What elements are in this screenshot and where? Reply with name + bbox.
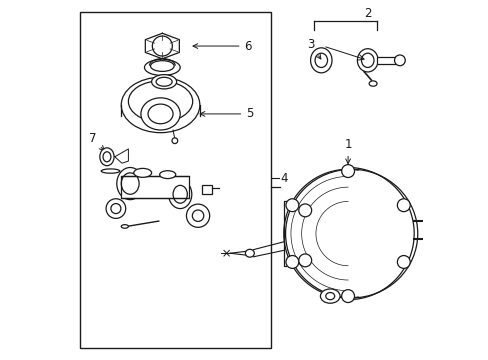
- Circle shape: [397, 199, 409, 212]
- Ellipse shape: [106, 199, 125, 219]
- Ellipse shape: [357, 49, 377, 72]
- Text: 2: 2: [363, 8, 371, 21]
- Ellipse shape: [100, 148, 114, 166]
- Text: 5: 5: [200, 107, 253, 120]
- Text: 7: 7: [89, 132, 104, 150]
- Ellipse shape: [150, 61, 174, 71]
- Ellipse shape: [117, 167, 143, 200]
- Ellipse shape: [134, 168, 151, 177]
- Text: 1: 1: [344, 138, 351, 164]
- Text: 6: 6: [193, 40, 251, 53]
- Bar: [121, 176, 189, 198]
- Circle shape: [298, 254, 311, 267]
- Circle shape: [397, 256, 409, 269]
- Circle shape: [341, 165, 354, 177]
- Bar: [80, 12, 271, 348]
- Ellipse shape: [310, 48, 331, 73]
- Circle shape: [285, 256, 298, 269]
- Ellipse shape: [168, 180, 191, 208]
- Bar: [201, 185, 212, 194]
- Ellipse shape: [160, 171, 175, 179]
- Text: 3: 3: [306, 38, 320, 59]
- Polygon shape: [145, 33, 179, 59]
- Ellipse shape: [151, 75, 176, 89]
- Circle shape: [172, 138, 177, 144]
- Ellipse shape: [285, 169, 417, 298]
- Ellipse shape: [368, 81, 376, 86]
- Circle shape: [341, 290, 354, 302]
- Bar: [376, 57, 395, 64]
- Ellipse shape: [121, 77, 200, 133]
- Ellipse shape: [121, 225, 128, 228]
- Circle shape: [394, 55, 405, 66]
- Circle shape: [298, 204, 311, 217]
- Ellipse shape: [245, 249, 254, 257]
- Circle shape: [285, 199, 298, 212]
- Ellipse shape: [101, 169, 120, 173]
- Ellipse shape: [144, 59, 180, 76]
- Ellipse shape: [320, 289, 339, 303]
- Ellipse shape: [186, 204, 209, 227]
- Ellipse shape: [141, 98, 180, 130]
- Text: 4: 4: [280, 172, 287, 185]
- Polygon shape: [115, 149, 128, 163]
- Circle shape: [152, 36, 172, 56]
